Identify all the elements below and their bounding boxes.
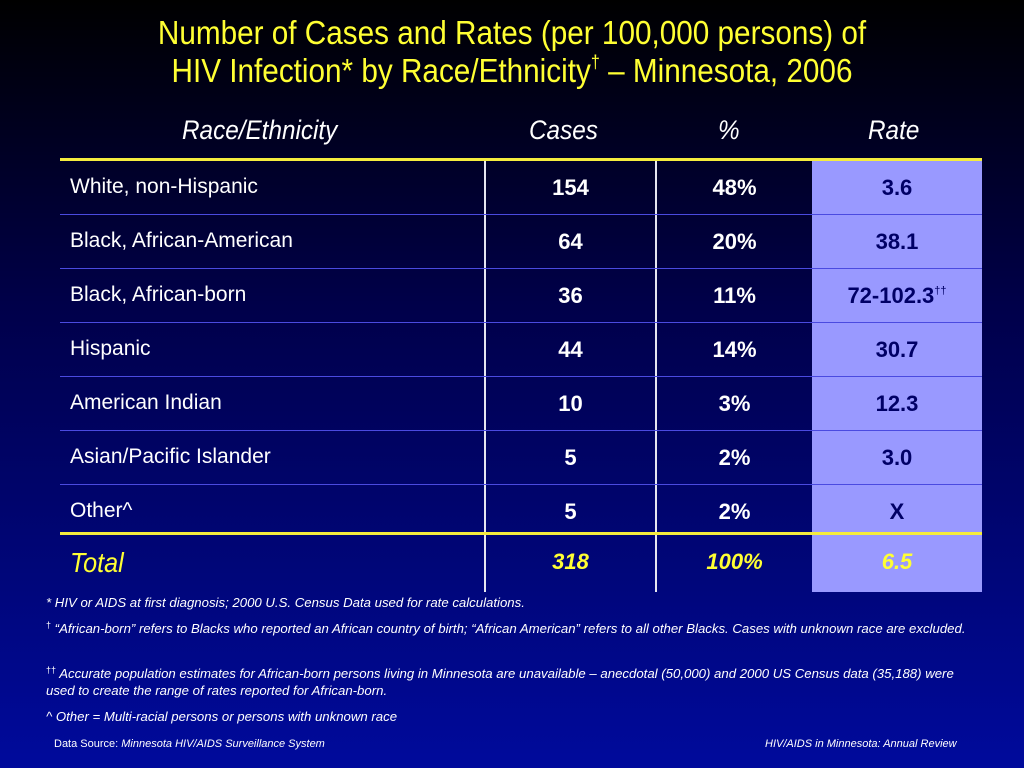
title-line-1: Number of Cases and Rates (per 100,000 p… — [157, 14, 867, 51]
cases-value: 5 — [564, 445, 577, 470]
total-label: Total — [70, 547, 124, 578]
rate-value: 3.6 — [881, 175, 913, 200]
cases-value: 64 — [558, 229, 583, 254]
race-label: Other^ — [70, 499, 133, 522]
row-divider — [60, 376, 982, 377]
table-row: Black, African-born 36 11% 72-102.3†† — [60, 269, 982, 323]
percent-value: 3% — [718, 391, 751, 416]
double-dagger-mark: †† — [934, 285, 947, 297]
row-divider — [60, 268, 982, 269]
cases-value: 10 — [558, 391, 583, 416]
column-header-race: Race/Ethnicity — [182, 115, 338, 145]
cases-value: 44 — [558, 337, 583, 362]
table-row: Asian/Pacific Islander 5 2% 3.0 — [60, 431, 982, 485]
rate-value: X — [889, 499, 905, 524]
column-header-rate: Rate — [868, 115, 920, 145]
rate-value: 30.7 — [875, 337, 919, 362]
title-line-2-tail: – Minnesota, 2006 — [599, 52, 853, 89]
rate-value: 3.0 — [881, 445, 913, 470]
slide-title: Number of Cases and Rates (per 100,000 p… — [51, 14, 973, 90]
data-source-name: Minnesota HIV/AIDS Surveillance System — [121, 738, 325, 750]
publication-name: HIV/AIDS in Minnesota: Annual Review — [765, 738, 957, 750]
title-line-2-main: HIV Infection* by Race/Ethnicity — [171, 52, 591, 89]
total-cases-value: 318 — [552, 549, 589, 574]
footnote-other: ^ Other = Multi-racial persons or person… — [46, 709, 398, 724]
percent-value: 2% — [718, 499, 751, 524]
total-percent-value: 100% — [706, 549, 763, 574]
percent-value: 14% — [712, 337, 757, 362]
rate-value: 72-102.3†† — [847, 283, 947, 308]
total-row: Total 318 100% 6.5 — [60, 535, 982, 592]
table-row: American Indian 10 3% 12.3 — [60, 377, 982, 431]
row-divider — [60, 214, 982, 215]
rate-value: 12.3 — [875, 391, 919, 416]
total-rate-value: 6.5 — [881, 549, 913, 574]
race-label: Asian/Pacific Islander — [70, 445, 271, 468]
title-dagger: † — [590, 52, 600, 72]
cases-value: 5 — [564, 499, 577, 524]
title-line-2: HIV Infection* by Race/Ethnicity† – Minn… — [51, 52, 973, 90]
table-row: Hispanic 44 14% 30.7 — [60, 323, 982, 377]
percent-value: 48% — [712, 175, 757, 200]
percent-value: 20% — [712, 229, 757, 254]
footnote-dagger: † “African-born” refers to Blacks who re… — [46, 620, 966, 637]
table-row: Other^ 5 2% X — [60, 485, 982, 539]
column-header-percent: % — [718, 115, 740, 145]
footnote-double-dagger: †† Accurate population estimates for Afr… — [46, 665, 954, 699]
data-source-label: Data Source: — [54, 738, 122, 750]
race-label: Black, African-American — [70, 229, 293, 252]
table-top-rule — [60, 158, 982, 161]
table-row: White, non-Hispanic 154 48% 3.6 — [60, 161, 982, 215]
percent-value: 2% — [718, 445, 751, 470]
percent-value: 11% — [713, 283, 756, 308]
cases-value: 154 — [552, 175, 589, 200]
race-label: Black, African-born — [70, 283, 247, 306]
footnote-asterisk: * HIV or AIDS at first diagnosis; 2000 U… — [46, 595, 525, 610]
total-rule — [60, 532, 982, 535]
row-divider — [60, 322, 982, 323]
row-divider — [60, 484, 982, 485]
race-label: American Indian — [70, 391, 222, 414]
race-label: Hispanic — [70, 337, 151, 360]
table-row: Black, African-American 64 20% 38.1 — [60, 215, 982, 269]
race-label: White, non-Hispanic — [70, 175, 258, 198]
data-source: Data Source: Minnesota HIV/AIDS Surveill… — [54, 738, 325, 750]
cases-value: 36 — [558, 283, 583, 308]
rate-value: 38.1 — [875, 229, 919, 254]
column-header-cases: Cases — [529, 115, 598, 145]
row-divider — [60, 430, 982, 431]
